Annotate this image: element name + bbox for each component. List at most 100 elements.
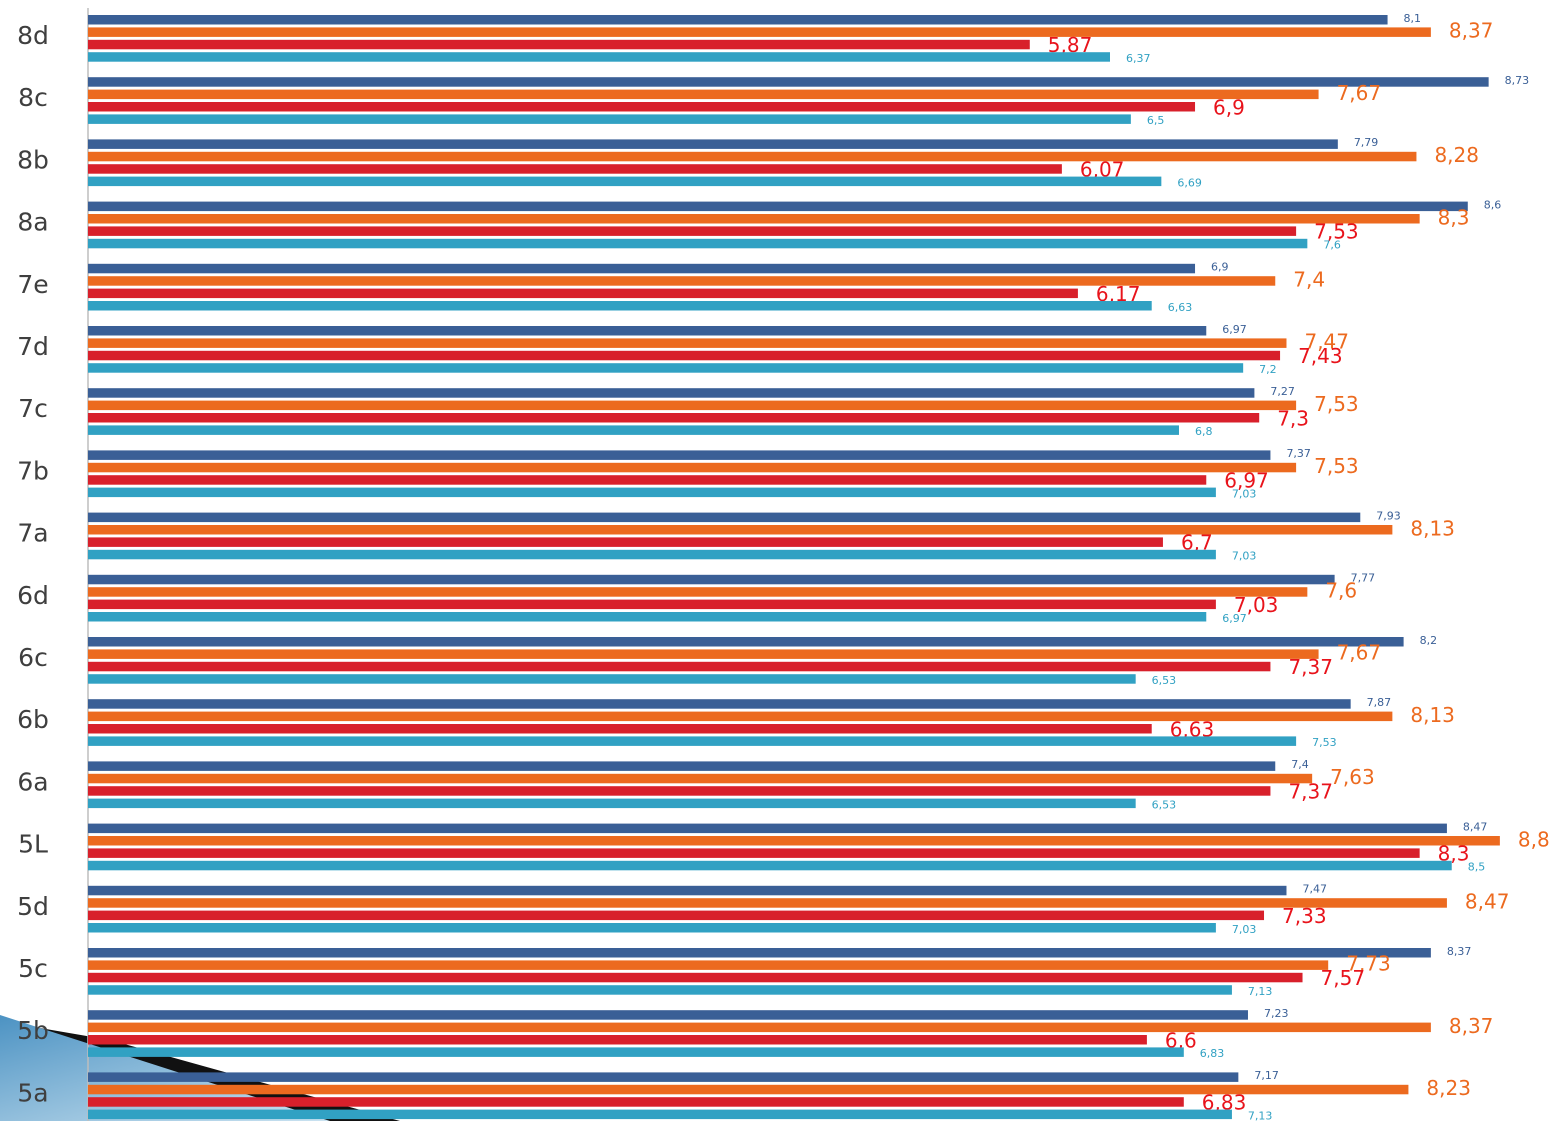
value-label: 6,53: [1152, 674, 1177, 687]
category-label: 7d: [17, 332, 49, 361]
bar: [88, 587, 1308, 597]
category-label: 6a: [17, 767, 48, 796]
category-label: 6d: [17, 581, 49, 610]
bar: [88, 214, 1420, 224]
bar: [88, 176, 1162, 187]
value-label: 7,67: [1337, 81, 1382, 105]
bar: [88, 836, 1500, 846]
value-label: 8,3: [1438, 205, 1470, 229]
value-label: 6,5: [1147, 114, 1165, 127]
value-label: 8,28: [1434, 143, 1479, 167]
value-label: 7,23: [1264, 1007, 1289, 1020]
bar: [88, 164, 1062, 174]
bar: [88, 773, 1313, 784]
bar: [88, 1072, 1239, 1082]
value-label: 7,03: [1232, 487, 1257, 500]
value-label: 7,13: [1248, 985, 1273, 998]
bar: [88, 798, 1136, 809]
bar: [88, 1047, 1184, 1057]
bar: [88, 985, 1232, 995]
value-label: 7,47: [1302, 883, 1327, 896]
bar: [88, 39, 1030, 50]
value-label: 7,03: [1234, 593, 1279, 617]
value-label: 7,43: [1298, 344, 1343, 368]
bar: [88, 462, 1297, 473]
value-label: 8,23: [1426, 1076, 1471, 1100]
value-label: 7,27: [1270, 385, 1295, 398]
value-label: 7,87: [1367, 696, 1392, 709]
value-label: 6,9: [1213, 95, 1245, 119]
bar: [88, 574, 1335, 585]
bar: [88, 910, 1265, 921]
bar: [88, 201, 1468, 212]
bar: [88, 338, 1287, 348]
bar: [88, 525, 1393, 535]
bar: [88, 238, 1308, 249]
value-label: 7,63: [1330, 765, 1375, 789]
bar: [88, 151, 1417, 162]
bar: [88, 450, 1271, 460]
value-label: 7,47: [1304, 330, 1349, 354]
value-label: 7,33: [1282, 904, 1327, 928]
bar: [88, 475, 1207, 485]
value-label: 6,97: [1222, 612, 1247, 625]
value-label: 8,47: [1463, 820, 1488, 833]
bar: [88, 276, 1276, 286]
value-label: 7,03: [1232, 550, 1257, 563]
bar: [88, 972, 1303, 983]
bar: [88, 699, 1351, 709]
bar: [88, 537, 1163, 547]
bar: [88, 326, 1207, 336]
value-label: 6,63: [1168, 301, 1193, 314]
bar: [88, 425, 1179, 435]
value-label: 7,6: [1323, 239, 1341, 252]
category-label: 7e: [17, 270, 48, 299]
value-label: 8,13: [1410, 516, 1455, 540]
category-label: 8a: [17, 208, 48, 237]
value-label: 8,1: [1404, 12, 1422, 25]
value-label: 7,37: [1286, 447, 1311, 460]
category-label: 7b: [17, 456, 49, 485]
value-label: 7,37: [1288, 655, 1333, 679]
category-label: 6c: [18, 643, 48, 672]
value-label: 8,2: [1420, 634, 1438, 647]
value-label: 6,37: [1126, 52, 1151, 65]
value-label: 8,13: [1410, 703, 1455, 727]
category-label: 7c: [18, 394, 48, 423]
bar: [88, 363, 1244, 373]
bar: [88, 1022, 1431, 1033]
bar: [88, 89, 1319, 100]
bar: [88, 139, 1338, 149]
category-label: 8b: [17, 145, 49, 174]
bar: [88, 948, 1431, 958]
bar: [88, 661, 1271, 672]
bar: [88, 350, 1281, 361]
bar: [88, 848, 1420, 858]
bar: [88, 786, 1271, 796]
bar: [88, 102, 1196, 112]
value-label: 7,67: [1337, 641, 1382, 665]
bar: [88, 549, 1216, 560]
decoration: [0, 1015, 400, 1121]
category-label: 7a: [17, 519, 48, 548]
value-label: 7,17: [1254, 1069, 1279, 1082]
bar: [88, 263, 1196, 274]
category-label: 5d: [17, 892, 49, 921]
value-label: 7,4: [1291, 758, 1309, 771]
bar: [88, 114, 1131, 124]
bar: [88, 301, 1152, 311]
bar: [88, 885, 1287, 896]
value-label: 7,53: [1314, 220, 1359, 244]
value-label: 8,73: [1505, 74, 1530, 87]
value-label: 7,4: [1293, 267, 1325, 291]
bar: [88, 15, 1388, 25]
bar: [88, 898, 1447, 908]
bar: [88, 674, 1136, 684]
bar: [88, 724, 1152, 734]
bar: [88, 1109, 1232, 1120]
value-label: 6,83: [1200, 1047, 1225, 1060]
bar: [88, 1084, 1409, 1095]
bar: [88, 1097, 1184, 1107]
value-label: 7,53: [1314, 454, 1359, 478]
value-label: 8,47: [1465, 889, 1510, 913]
